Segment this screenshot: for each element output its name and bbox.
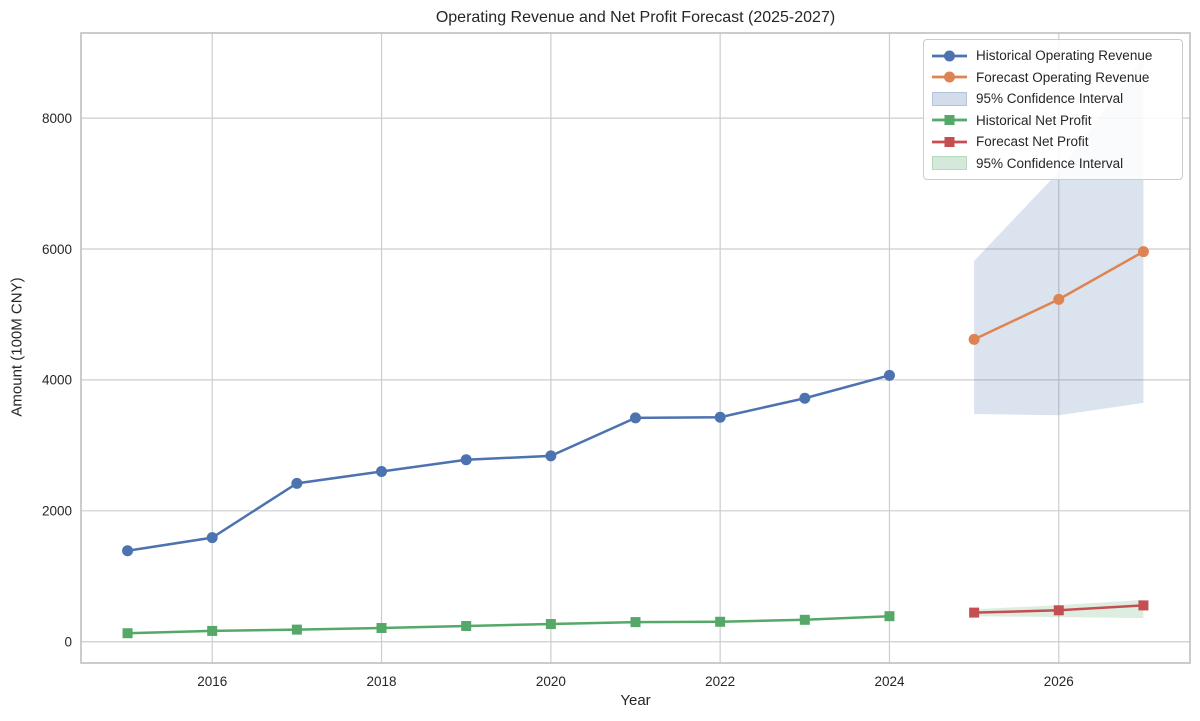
legend-item-historical-operating-revenue: Historical Operating Revenue (932, 45, 1174, 67)
legend-item-forecast-net-profit: Forecast Net Profit (932, 131, 1174, 153)
legend: Historical Operating Revenue Forecast Op… (923, 39, 1183, 180)
legend-label: 95% Confidence Interval (976, 155, 1124, 171)
legend-item-profit-confidence-interval: 95% Confidence Interval (932, 153, 1174, 175)
chart-title: Operating Revenue and Net Profit Forecas… (435, 9, 836, 26)
legend-label: Historical Operating Revenue (976, 48, 1153, 64)
svg-text:2018: 2018 (367, 674, 397, 689)
svg-text:2024: 2024 (874, 674, 905, 689)
svg-text:2026: 2026 (1044, 674, 1074, 689)
svg-text:2020: 2020 (536, 674, 566, 689)
y-axis-label: Amount (100M CNY) (8, 277, 26, 417)
blue-line-circle-swatch-icon (932, 50, 967, 62)
legend-label: Historical Net Profit (976, 112, 1092, 128)
legend-label: Forecast Operating Revenue (976, 69, 1150, 85)
svg-text:6000: 6000 (42, 242, 72, 257)
svg-text:2022: 2022 (705, 674, 735, 689)
red-line-square-swatch-icon (932, 136, 967, 147)
legend-label: Forecast Net Profit (976, 134, 1089, 150)
green-band-swatch-icon (932, 156, 967, 171)
legend-item-historical-net-profit: Historical Net Profit (932, 110, 1174, 132)
green-line-square-swatch-icon (932, 115, 967, 126)
svg-text:2016: 2016 (197, 674, 227, 689)
svg-text:4000: 4000 (42, 373, 72, 388)
svg-text:8000: 8000 (42, 111, 72, 126)
legend-label: 95% Confidence Interval (976, 91, 1124, 107)
blue-band-swatch-icon (932, 91, 967, 106)
svg-text:0: 0 (64, 635, 72, 650)
svg-text:2000: 2000 (42, 504, 72, 519)
x-axis-label: Year (620, 692, 651, 709)
legend-item-forecast-operating-revenue: Forecast Operating Revenue (932, 67, 1174, 89)
orange-line-circle-swatch-icon (932, 71, 967, 83)
legend-item-revenue-confidence-interval: 95% Confidence Interval (932, 88, 1174, 110)
